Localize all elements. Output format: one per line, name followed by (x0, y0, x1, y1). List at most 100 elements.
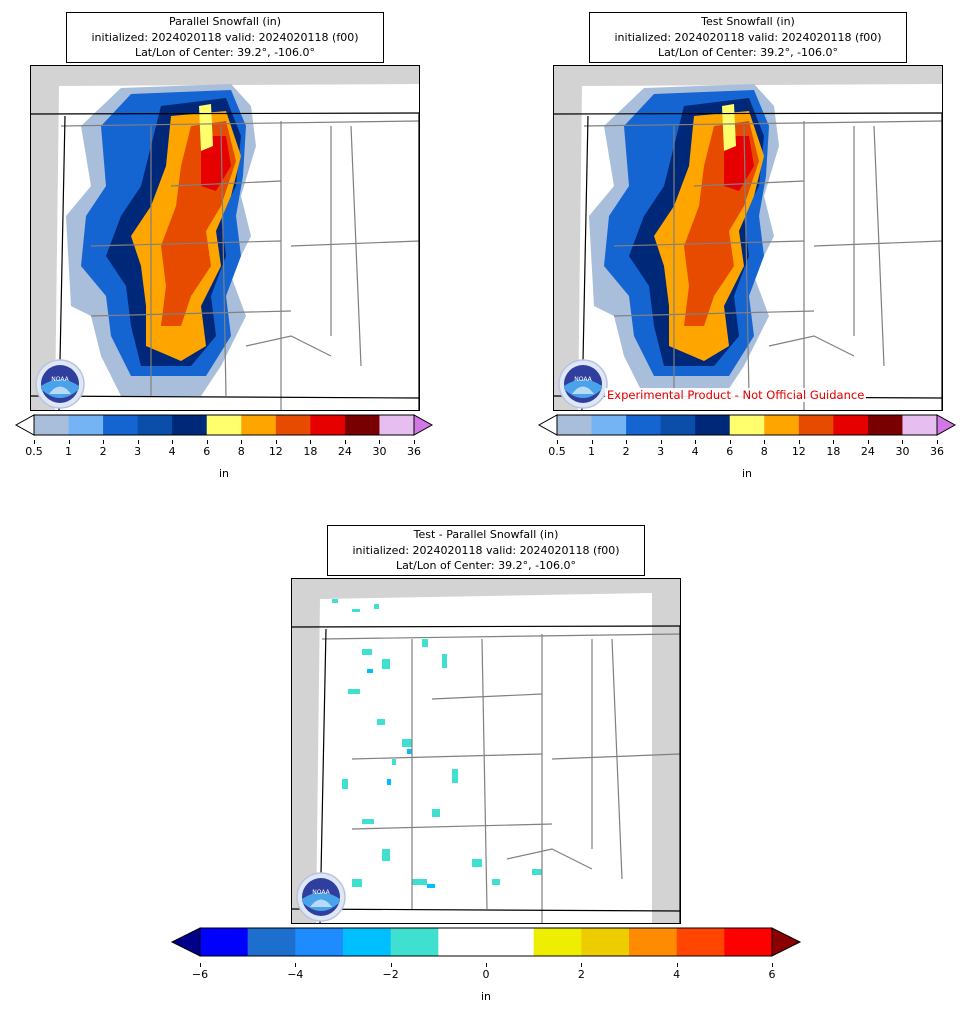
panel-title: Test - Parallel Snowfall (in) initialize… (327, 525, 645, 576)
colorbar-tick-label: 18 (826, 445, 841, 458)
snowfall-map (553, 65, 943, 411)
colorbar-tick-mark (310, 440, 312, 444)
difference-map (291, 578, 681, 924)
title-line-3: Lat/Lon of Center: 39.2°, -106.0° (657, 46, 839, 59)
colorbar-tick-mark (729, 440, 731, 444)
title-line-3: Lat/Lon of Center: 39.2°, -106.0° (395, 559, 577, 572)
colorbar-tick-label: 2 (622, 445, 630, 458)
title-line-1: Parallel Snowfall (in) (168, 15, 282, 28)
colorbar-bin (206, 415, 242, 435)
panel-test-snowfall: Test Snowfall (in) initialized: 20240201… (0, 0, 971, 500)
colorbar-tick-label: 3 (134, 445, 142, 458)
colorbar-tick-label: 1 (65, 445, 73, 458)
colorbar-tick-mark (172, 440, 174, 444)
colorbar-bin (379, 415, 415, 435)
colorbar-bin (200, 928, 249, 956)
colorbar-bin (764, 415, 800, 435)
title-line-1: Test - Parallel Snowfall (in) (413, 528, 559, 541)
colorbar-tick-mark (137, 440, 139, 444)
colorbar-tick-mark (626, 440, 628, 444)
colorbar-tick-mark (676, 963, 678, 967)
colorbar-unit-label: in (218, 467, 230, 480)
colorbar-tick-mark (833, 440, 835, 444)
title-line-2: initialized: 2024020118 valid: 202402011… (352, 543, 620, 557)
colorbar-tick-label: 1 (588, 445, 596, 458)
colorbar-tick-mark (902, 440, 904, 444)
colorbar-tick-label: 24 (337, 445, 352, 458)
logo-text: NOAA (51, 376, 69, 383)
colorbar-tick-label: −4 (287, 968, 304, 981)
experimental-disclaimer: Experimental Product - Not Official Guid… (605, 388, 867, 402)
colorbar-tick-mark (764, 440, 766, 444)
colorbar-over-arrow (771, 927, 802, 957)
colorbar-tick-label: 8 (760, 445, 768, 458)
colorbar-bin (103, 415, 139, 435)
colorbar-tick-mark (344, 440, 346, 444)
colorbar-bin (247, 928, 296, 956)
colorbar-tick-label: 6 (203, 445, 211, 458)
colorbar-unit-label: in (480, 990, 492, 1003)
colorbar-tick-label: 4 (691, 445, 699, 458)
colorbar-tick-label: −2 (382, 968, 399, 981)
colorbar-tick-label: 24 (860, 445, 875, 458)
colorbar-bin (798, 415, 834, 435)
colorbar-tick-label: 3 (657, 445, 665, 458)
colorbar-tick-mark (581, 963, 583, 967)
colorbar-tick-mark (937, 440, 938, 444)
colorbar-bin (68, 415, 104, 435)
colorbar-tick-mark (867, 440, 869, 444)
colorbar-bin (724, 928, 773, 956)
colorbar-bin (629, 928, 678, 956)
colorbar-tick-label: 12 (268, 445, 283, 458)
colorbar-bin (660, 415, 696, 435)
colorbar-tick-label: 0.5 (25, 445, 43, 458)
colorbar-bin (626, 415, 662, 435)
colorbar-tick-label: 30 (372, 445, 387, 458)
colorbar-tick-mark (200, 963, 201, 967)
noaa-logo-icon: NOAA (558, 359, 608, 409)
snowfall-map (30, 65, 420, 411)
colorbar-tick-mark (241, 440, 243, 444)
panel-title: Test Snowfall (in) initialized: 20240201… (589, 12, 907, 63)
colorbar-bin (581, 928, 630, 956)
colorbar-bin (137, 415, 173, 435)
colorbar-bin (591, 415, 627, 435)
colorbar-unit-label: in (741, 467, 753, 480)
colorbar-tick-label: −6 (191, 968, 209, 981)
colorbar-tick-mark (772, 963, 773, 967)
colorbar-bin (343, 928, 392, 956)
colorbar-tick-mark (798, 440, 800, 444)
colorbar-tick-label: 36 (407, 445, 421, 458)
snowfall-colorbar (537, 414, 957, 436)
colorbar-tick-label: 0 (482, 968, 490, 981)
colorbar-tick-label: 6 (768, 968, 776, 981)
panel-title: Parallel Snowfall (in) initialized: 2024… (66, 12, 384, 63)
difference-colorbar (170, 927, 802, 957)
colorbar-bin (438, 928, 487, 956)
colorbar-bin (902, 415, 938, 435)
colorbar-bin (295, 928, 344, 956)
colorbar-bin (695, 415, 731, 435)
logo-text: NOAA (312, 889, 330, 896)
colorbar-bin (241, 415, 277, 435)
logo-text: NOAA (574, 376, 592, 383)
colorbar-bin (275, 415, 311, 435)
colorbar-bin (34, 415, 70, 435)
colorbar-tick-mark (275, 440, 277, 444)
colorbar-bin (867, 415, 903, 435)
panel-parallel-snowfall: Parallel Snowfall (in) initialized: 2024… (0, 0, 485, 500)
colorbar-tick-mark (390, 963, 392, 967)
colorbar-tick-mark (34, 440, 35, 444)
colorbar-under-arrow (170, 927, 201, 957)
colorbar-tick-mark (660, 440, 662, 444)
colorbar-tick-label: 6 (726, 445, 734, 458)
title-line-3: Lat/Lon of Center: 39.2°, -106.0° (134, 46, 316, 59)
colorbar-bin (557, 415, 593, 435)
title-line-2: initialized: 2024020118 valid: 202402011… (91, 30, 359, 44)
colorbar-bin (833, 415, 869, 435)
colorbar-tick-label: 18 (303, 445, 318, 458)
colorbar-bin (310, 415, 346, 435)
colorbar-tick-label: 8 (237, 445, 245, 458)
colorbar-tick-label: 4 (673, 968, 681, 981)
